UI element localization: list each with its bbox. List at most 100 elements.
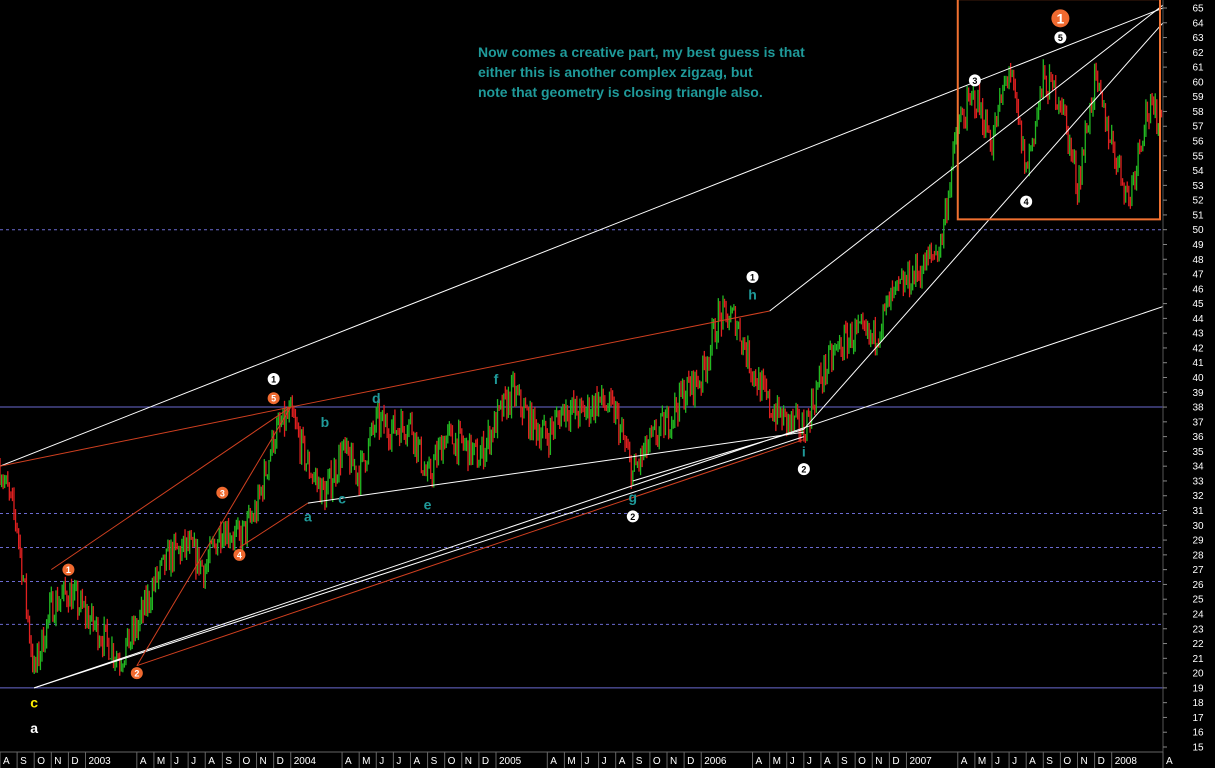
y-tick-label: 54 (1192, 166, 1204, 177)
x-tick-label: O (858, 756, 866, 767)
x-tick-label: 2004 (294, 756, 317, 767)
y-tick-label: 30 (1192, 521, 1204, 532)
x-tick-label: D (892, 756, 899, 767)
y-tick-label: 28 (1192, 550, 1204, 561)
wave-label: 5 (1058, 33, 1063, 43)
y-tick-label: 42 (1192, 343, 1204, 354)
y-tick-label: 49 (1192, 240, 1204, 251)
wave-label: 3 (972, 76, 977, 86)
x-tick-label: 2007 (909, 756, 932, 767)
x-tick-label: O (653, 756, 661, 767)
wave-label: 2 (801, 465, 806, 475)
wave-label: g (629, 489, 638, 505)
y-tick-label: 33 (1192, 476, 1204, 487)
wave-marker (267, 392, 280, 405)
wave-marker (130, 667, 143, 680)
red-trendline (51, 406, 292, 571)
x-tick-label: A (550, 756, 557, 767)
x-tick-label: N (260, 756, 267, 767)
red-trendline (290, 310, 770, 408)
x-tick-label: J (602, 756, 607, 767)
x-tick-label: 2005 (499, 756, 522, 767)
y-tick-label: 47 (1192, 270, 1204, 281)
white-trendline (34, 306, 1164, 689)
y-tick-label: 65 (1192, 4, 1204, 15)
y-tick-label: 55 (1192, 151, 1204, 162)
y-tick-label: 24 (1192, 609, 1204, 620)
highlight-rect (956, 0, 1161, 221)
red-trendline (0, 406, 291, 467)
white-trendline (803, 22, 1164, 430)
x-tick-label: M (567, 756, 575, 767)
x-tick-label: J (396, 756, 401, 767)
x-tick-label: N (875, 756, 882, 767)
y-tick-label: 48 (1192, 255, 1204, 266)
y-tick-label: 53 (1192, 181, 1204, 192)
x-tick-label: D (1098, 756, 1105, 767)
x-tick-label: J (379, 756, 384, 767)
wave-label: a (30, 720, 38, 736)
y-tick-label: 41 (1192, 358, 1204, 369)
y-tick-label: 39 (1192, 388, 1204, 399)
wave-label: 5 (271, 394, 276, 404)
y-tick-label: 62 (1192, 48, 1204, 59)
wave-label: 1 (1056, 10, 1064, 26)
wave-marker (1020, 195, 1033, 208)
wave-label: 3 (220, 488, 225, 498)
y-tick-label: 15 (1192, 743, 1204, 754)
y-tick-label: 46 (1192, 284, 1204, 295)
x-tick-label: M (362, 756, 370, 767)
x-tick-label: 2008 (1115, 756, 1138, 767)
x-tick-label: M (773, 756, 781, 767)
annotation-line: Now comes a creative part, my best guess… (478, 44, 805, 60)
wave-label: 2 (134, 669, 139, 679)
y-tick-label: 60 (1192, 77, 1204, 88)
y-tick-label: 31 (1192, 506, 1204, 517)
highlight-box (956, 0, 1161, 221)
x-axis: A S O N D 2003 A M J J A S O N D 2004 A M J J A S O N D 2005 A M J J A… (0, 751, 1173, 768)
white-trendline (307, 431, 804, 504)
wave-marker (267, 372, 280, 385)
x-tick-label: J (585, 756, 590, 767)
white-trendline (34, 436, 804, 689)
wave-label: c (338, 491, 346, 507)
x-tick-label: O (37, 756, 45, 767)
x-tick-label: S (431, 756, 438, 767)
x-tick-label: A (1029, 756, 1036, 767)
x-tick-label: J (807, 756, 812, 767)
red-trendline (136, 406, 292, 666)
y-tick-label: 37 (1192, 417, 1204, 428)
x-tick-label: 2006 (704, 756, 727, 767)
annotation-line: note that geometry is closing triangle a… (478, 84, 763, 100)
red-trendline (136, 439, 804, 667)
y-tick-label: 20 (1192, 669, 1204, 680)
wave-marker (626, 510, 639, 523)
x-tick-label: O (1063, 756, 1071, 767)
white-trendline (632, 428, 804, 482)
x-tick-label: A (208, 756, 215, 767)
y-tick-label: 17 (1192, 713, 1204, 724)
y-tick-label: 36 (1192, 432, 1204, 443)
x-tick-label: J (174, 756, 179, 767)
x-tick-label: O (242, 756, 250, 767)
y-tick-label: 50 (1192, 225, 1204, 236)
wave-label: 2 (630, 512, 635, 522)
x-tick-label: A (140, 756, 147, 767)
wave-label: f (494, 371, 499, 387)
x-tick-label: S (841, 756, 848, 767)
x-tick-label: S (20, 756, 27, 767)
y-tick-label: 27 (1192, 565, 1204, 576)
x-tick-label: A (824, 756, 831, 767)
x-tick-label: A (619, 756, 626, 767)
x-tick-label: N (54, 756, 61, 767)
wave-label: i (802, 443, 806, 459)
x-tick-label: D (71, 756, 78, 767)
wave-label: 4 (1024, 197, 1029, 207)
y-tick-label: 35 (1192, 447, 1204, 458)
y-axis: 15 16 17 18 19 20 21 22 23 24 25 26 27 28 29 30 31 32 33 34… (1162, 0, 1204, 768)
wave-label: c (30, 695, 38, 711)
y-tick-label: 25 (1192, 595, 1204, 606)
wave-marker (1054, 31, 1067, 44)
